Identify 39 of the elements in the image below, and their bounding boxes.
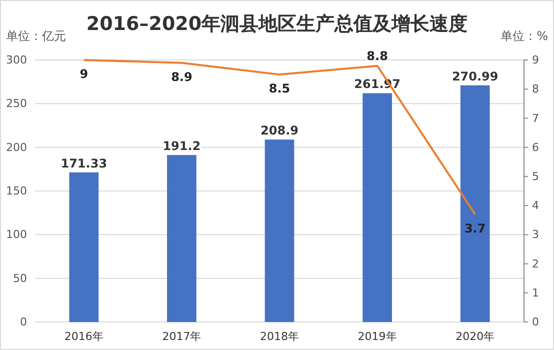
data-label: 171.33 (60, 156, 108, 170)
data-label: 9 (80, 67, 88, 81)
data-label: 191.2 (162, 139, 201, 154)
y-axis-title: 单位：亿元 (6, 29, 66, 43)
data-label: 8.9 (171, 70, 192, 84)
y2-axis-title: 单位：% (500, 29, 548, 43)
y2-tick-label: 2 (532, 257, 539, 270)
bar (264, 140, 294, 322)
bar (460, 85, 490, 322)
bar (167, 155, 196, 322)
bar (362, 93, 392, 322)
data-label: 8.5 (268, 82, 290, 96)
x-tick-label: 2019年 (358, 330, 397, 343)
y-tick-label: 100 (6, 228, 27, 242)
x-tick-label: 2020年 (456, 330, 495, 343)
y2-tick-label: 5 (532, 170, 539, 183)
y-tick-label: 0 (20, 316, 27, 329)
y2-tick-label: 0 (532, 316, 539, 329)
data-label: 208.9 (260, 124, 298, 138)
chart-title: 2016–2020年泗县地区生产总值及增长速度 (86, 13, 468, 35)
y2-tick-label: 4 (532, 199, 539, 212)
bar (69, 172, 99, 322)
y-tick-label: 50 (13, 272, 27, 285)
y2-tick-label: 7 (532, 112, 539, 125)
y-tick-label: 300 (6, 54, 27, 67)
y2-tick-label: 8 (532, 82, 539, 96)
y-tick-label: 250 (6, 97, 27, 110)
x-tick-label: 2016年 (64, 330, 104, 343)
y-tick-label: 150 (6, 184, 27, 198)
y2-tick-label: 6 (532, 140, 539, 154)
y-tick-label: 200 (6, 140, 27, 154)
data-label: 8.8 (366, 48, 388, 63)
data-label: 270.99 (452, 69, 498, 84)
y2-tick-label: 9 (532, 54, 539, 67)
y2-tick-label: 3 (532, 228, 539, 242)
x-tick-label: 2017年 (162, 330, 202, 343)
y2-tick-label: 1 (532, 286, 539, 300)
x-tick-label: 2018年 (260, 330, 299, 343)
data-label: 3.7 (464, 221, 486, 236)
